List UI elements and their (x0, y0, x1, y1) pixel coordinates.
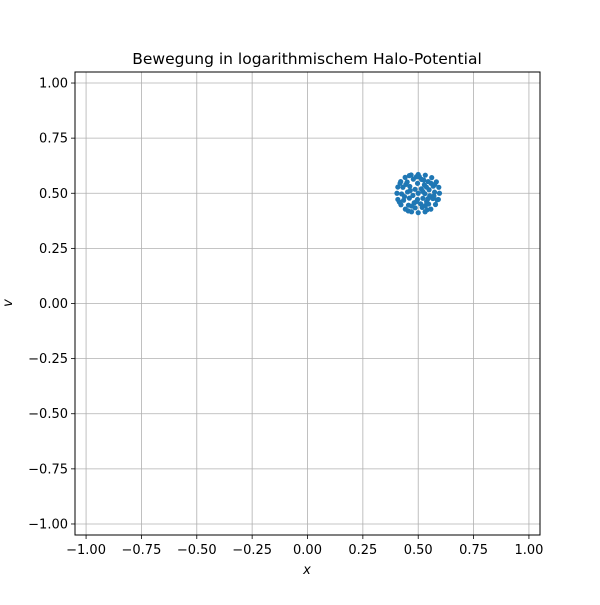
data-point (396, 199, 402, 205)
data-point (429, 175, 435, 181)
data-point (407, 188, 413, 194)
x-tick-label: −0.25 (232, 543, 272, 558)
data-point (420, 188, 426, 195)
data-point (403, 181, 409, 188)
x-tick-label: 0.50 (404, 543, 433, 558)
y-tick-label: 0.50 (39, 187, 68, 202)
data-point (413, 199, 420, 205)
x-tick-label: −0.75 (122, 543, 162, 558)
data-point (406, 173, 412, 179)
x-tick-label: 1.00 (514, 543, 543, 558)
data-point (423, 184, 430, 190)
y-tick-label: 1.00 (39, 77, 68, 92)
data-point (436, 190, 443, 196)
y-tick-label: −1.00 (28, 517, 68, 532)
x-axis-ticks: −1.00 −0.75 −0.50 −0.25 0.00 0.25 0.50 0.75 1.00 (66, 535, 543, 558)
data-point (428, 180, 434, 186)
chart-title: Bewegung in logarithmischem Halo-Potenti… (132, 50, 482, 68)
data-point (414, 180, 421, 186)
y-tick-label: −0.75 (28, 462, 68, 477)
x-tick-label: 0.25 (348, 543, 377, 558)
data-point (395, 184, 401, 190)
data-point (432, 201, 439, 208)
y-tick-label: 0.00 (39, 297, 68, 312)
data-point (434, 197, 440, 203)
data-point (405, 208, 411, 214)
data-point (424, 207, 430, 213)
x-tick-label: 0.00 (293, 543, 322, 558)
data-point (425, 196, 431, 202)
data-point (431, 193, 437, 199)
y-tick-label: −0.50 (28, 407, 68, 422)
x-tick-label: −0.50 (177, 543, 217, 558)
grid (75, 72, 540, 535)
data-point (418, 201, 424, 207)
y-tick-label: −0.25 (28, 352, 68, 367)
data-point (436, 184, 442, 190)
y-tick-label: 0.25 (39, 242, 68, 257)
x-axis-label: x (302, 563, 311, 578)
data-point (394, 190, 400, 196)
data-point (402, 174, 408, 180)
data-point (420, 195, 426, 201)
data-point (415, 210, 421, 216)
data-point (408, 203, 415, 209)
data-point (410, 192, 416, 199)
data-point (413, 174, 420, 180)
data-point (412, 186, 418, 192)
data-point (397, 180, 403, 186)
data-point (415, 190, 421, 196)
data-point (421, 177, 427, 183)
data-point (407, 183, 413, 190)
data-point (422, 203, 428, 209)
x-tick-label: −1.00 (66, 543, 106, 558)
y-axis-label: v (1, 299, 16, 307)
y-axis-ticks: −1.00 −0.75 −0.50 −0.25 0.00 0.25 0.50 0.75 1.00 (28, 77, 75, 532)
data-point (401, 193, 408, 200)
y-tick-label: 0.75 (39, 132, 68, 147)
data-point (406, 195, 412, 201)
data-point (422, 172, 428, 178)
x-tick-label: 0.75 (459, 543, 488, 558)
data-points (394, 171, 443, 216)
